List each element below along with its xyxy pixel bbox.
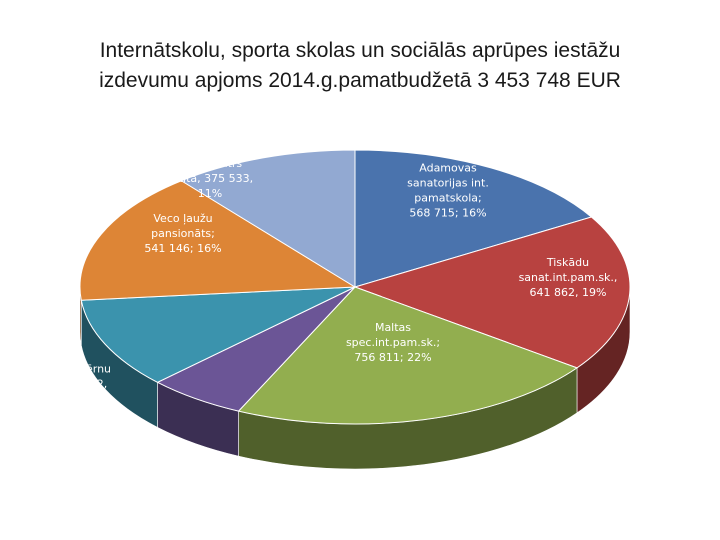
slice-label-2: Maltas spec.int.pam.sk.; 756 811; 22%	[346, 321, 440, 364]
pie-slice-1	[353, 216, 631, 369]
slice-label-5: Veco ļaužu pansionāts; 541 146; 16%	[144, 212, 221, 255]
pie-slices	[79, 149, 631, 425]
slice-label-1: Tiskādu sanat.int.pam.sk., 641 862, 19%	[519, 256, 618, 299]
slice-label-6: ūpes centrs Malta, 375 533, 11%	[167, 157, 253, 200]
chart-title-line-2: izdevumu apjoms 2014.g.pamatbudžetā 3 45…	[99, 69, 621, 92]
slice-label-0: Adamovas sanatorijas int. pamatskola; 568 7…	[407, 162, 489, 220]
pie-slice-4	[80, 286, 356, 383]
pie-slice-0	[354, 149, 593, 288]
pie-slice-5	[79, 180, 357, 301]
chart-title-line-1: Internātskolu, sporta skolas un sociālās…	[99, 39, 621, 62]
pie-labels: Adamovas sanatorijas int. pamatskola; 568 7…	[79, 157, 617, 463]
slice-label-4: bērnu 122,	[79, 363, 111, 391]
pie-slice-6	[180, 149, 356, 288]
chart-title: Internātskolu, sporta skolas un sociālās…	[30, 36, 690, 96]
slice-label-3: patnes	[158, 450, 196, 463]
pie-sides	[79, 286, 631, 470]
